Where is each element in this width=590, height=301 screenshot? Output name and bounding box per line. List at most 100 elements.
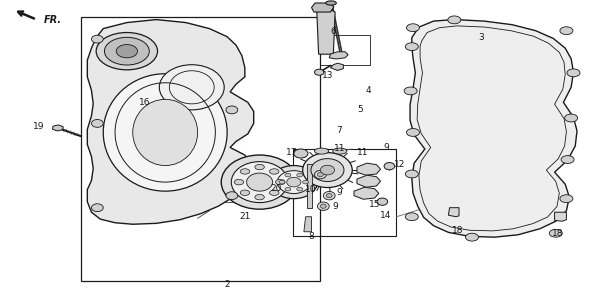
Text: 5: 5	[357, 105, 363, 114]
Ellipse shape	[270, 169, 279, 174]
Ellipse shape	[561, 156, 574, 163]
Ellipse shape	[333, 148, 347, 154]
Ellipse shape	[560, 27, 573, 35]
Text: 18: 18	[451, 226, 463, 235]
Ellipse shape	[560, 195, 573, 203]
Polygon shape	[329, 52, 348, 59]
Ellipse shape	[303, 180, 309, 184]
Text: 17: 17	[286, 147, 298, 157]
Ellipse shape	[565, 114, 578, 122]
Text: 9: 9	[336, 188, 342, 197]
Ellipse shape	[91, 119, 103, 127]
Text: 10: 10	[305, 185, 317, 194]
Ellipse shape	[314, 170, 326, 179]
Ellipse shape	[133, 99, 198, 166]
Ellipse shape	[297, 187, 303, 191]
Ellipse shape	[323, 191, 335, 200]
Text: 15: 15	[369, 200, 381, 209]
Polygon shape	[53, 125, 63, 131]
Ellipse shape	[326, 194, 332, 198]
Text: 19: 19	[32, 122, 44, 131]
Ellipse shape	[279, 180, 285, 184]
Ellipse shape	[549, 229, 562, 237]
Ellipse shape	[405, 43, 418, 51]
Polygon shape	[87, 20, 254, 224]
Ellipse shape	[405, 170, 418, 178]
Text: 21: 21	[239, 212, 251, 221]
Polygon shape	[330, 63, 343, 70]
Ellipse shape	[567, 69, 580, 77]
Ellipse shape	[247, 173, 273, 191]
Ellipse shape	[407, 129, 419, 136]
Text: 18: 18	[552, 229, 563, 238]
Ellipse shape	[159, 65, 224, 110]
Bar	[81, 17, 320, 281]
Ellipse shape	[116, 45, 137, 58]
Ellipse shape	[404, 87, 417, 95]
Text: 3: 3	[478, 33, 484, 42]
Ellipse shape	[320, 165, 335, 175]
Text: 20: 20	[270, 184, 282, 193]
Ellipse shape	[287, 177, 301, 187]
Ellipse shape	[91, 35, 103, 43]
Ellipse shape	[297, 173, 303, 177]
Ellipse shape	[231, 162, 288, 203]
Ellipse shape	[407, 24, 419, 32]
Text: 4: 4	[366, 86, 372, 95]
Ellipse shape	[91, 204, 103, 212]
Ellipse shape	[448, 16, 461, 24]
Text: 11: 11	[333, 144, 345, 154]
Text: 11: 11	[357, 147, 369, 157]
Text: 7: 7	[336, 126, 342, 135]
Text: 9: 9	[384, 143, 389, 152]
Ellipse shape	[377, 198, 388, 205]
Polygon shape	[357, 175, 381, 187]
Text: 13: 13	[322, 71, 333, 80]
Ellipse shape	[240, 169, 250, 174]
Text: 16: 16	[139, 98, 150, 107]
Ellipse shape	[294, 149, 308, 158]
Ellipse shape	[277, 171, 310, 194]
Polygon shape	[357, 163, 381, 175]
Ellipse shape	[104, 37, 149, 65]
Ellipse shape	[226, 192, 238, 200]
Ellipse shape	[270, 190, 279, 195]
Polygon shape	[354, 187, 379, 199]
Ellipse shape	[466, 233, 478, 241]
Ellipse shape	[384, 163, 395, 170]
Ellipse shape	[326, 1, 336, 5]
Ellipse shape	[276, 179, 285, 185]
Polygon shape	[317, 8, 335, 54]
Polygon shape	[312, 3, 334, 12]
Text: 12: 12	[394, 160, 406, 169]
Ellipse shape	[103, 74, 227, 191]
Ellipse shape	[270, 166, 317, 199]
Text: 8: 8	[309, 232, 314, 241]
Bar	[293, 149, 396, 236]
Ellipse shape	[255, 164, 264, 170]
Polygon shape	[555, 212, 566, 221]
Ellipse shape	[255, 194, 264, 200]
Text: 14: 14	[379, 211, 391, 220]
Polygon shape	[307, 164, 312, 208]
Ellipse shape	[234, 179, 244, 185]
Ellipse shape	[311, 159, 344, 182]
Ellipse shape	[317, 202, 329, 210]
Text: 6: 6	[330, 27, 336, 36]
Text: 9: 9	[332, 202, 338, 211]
Ellipse shape	[303, 153, 352, 188]
Bar	[320, 35, 370, 65]
Ellipse shape	[221, 155, 298, 209]
Text: 2: 2	[224, 280, 230, 289]
Polygon shape	[304, 217, 312, 232]
Ellipse shape	[240, 190, 250, 195]
Ellipse shape	[226, 106, 238, 114]
Text: FR.: FR.	[44, 15, 62, 26]
Ellipse shape	[285, 173, 291, 177]
Polygon shape	[448, 208, 459, 217]
Ellipse shape	[285, 187, 291, 191]
Ellipse shape	[314, 69, 324, 75]
Polygon shape	[410, 20, 577, 237]
Ellipse shape	[314, 148, 329, 154]
Ellipse shape	[317, 172, 323, 177]
